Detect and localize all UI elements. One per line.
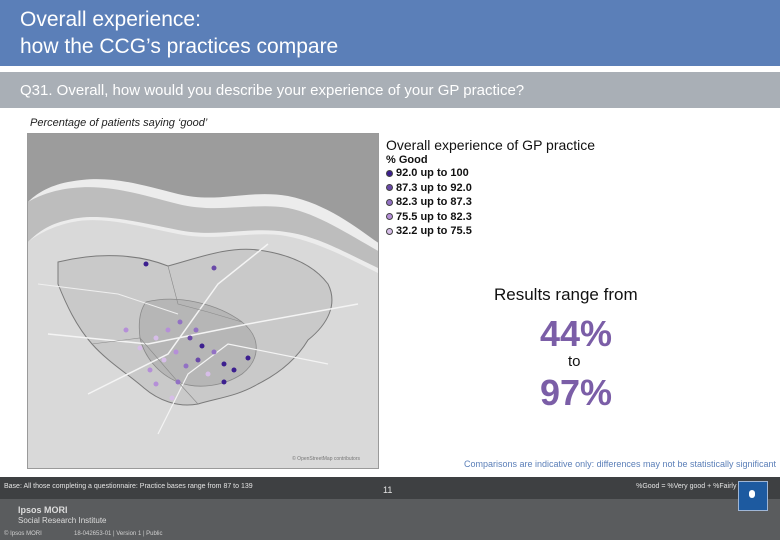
legend-swatch-icon — [386, 213, 393, 221]
ipsos-logo-icon — [738, 481, 768, 511]
slide-title-line1: Overall experience: — [20, 8, 201, 31]
brand-subtitle: Social Research Institute — [18, 516, 107, 525]
results-max-value: 97% — [540, 372, 613, 413]
results-min-value: 44% — [540, 313, 613, 354]
legend-item: 87.3 up to 92.0 — [386, 181, 595, 196]
footer-base-bar: Base: All those completing a questionnai… — [0, 477, 780, 499]
legend-item-label: 82.3 up to 87.3 — [396, 196, 472, 209]
map-legend: Overall experience of GP practice % Good… — [386, 137, 595, 239]
question-bar: Q31. Overall, how would you describe you… — [0, 72, 780, 108]
slide-title-line2: how the CCG’s practices compare — [20, 35, 339, 58]
legend-item: 82.3 up to 87.3 — [386, 195, 595, 210]
legend-item-label: 75.5 up to 82.3 — [396, 210, 472, 223]
slide-title: Overall experience: how the CCG’s practi… — [20, 6, 338, 60]
comparisons-note: Comparisons are indicative only: differe… — [464, 459, 776, 469]
legend-item: 32.2 up to 75.5 — [386, 224, 595, 239]
legend-swatch-icon — [386, 169, 393, 177]
results-to-label: to — [568, 353, 581, 370]
legend-title: Overall experience of GP practice — [386, 137, 596, 153]
legend-swatch-icon — [386, 227, 393, 235]
legend-item: 75.5 up to 82.3 — [386, 210, 595, 225]
brand-name: Ipsos MORI — [18, 505, 68, 515]
results-range-label: Results range from — [494, 285, 638, 304]
page-number: 11 — [383, 485, 393, 495]
base-note: Base: All those completing a questionnai… — [4, 483, 253, 490]
slide-footer: Base: All those completing a questionnai… — [0, 477, 780, 540]
brand-logo-text: Ipsos MORI Social Research Institute — [18, 505, 107, 525]
practice-map[interactable]: © OpenStreetMap contributors — [27, 133, 379, 469]
map-credit: © OpenStreetMap contributors — [292, 456, 360, 462]
good-definition: %Good = %Very good + %Fairly good — [636, 483, 754, 490]
legend-subtitle: % Good — [386, 154, 428, 166]
job-reference: 18-042653-01 | Version 1 | Public — [74, 531, 163, 537]
legend-swatch-icon — [386, 184, 393, 192]
legend-item-label: 92.0 up to 100 — [396, 167, 469, 180]
map-graphic — [28, 134, 378, 468]
legend-item: 92.0 up to 100 — [386, 166, 595, 181]
map-subtitle: Percentage of patients saying ‘good’ — [30, 117, 208, 129]
copyright: © Ipsos MORI — [4, 531, 42, 537]
legend-item-label: 32.2 up to 75.5 — [396, 225, 472, 238]
slide-header: Overall experience: how the CCG’s practi… — [0, 0, 780, 66]
question-text: Q31. Overall, how would you describe you… — [20, 82, 525, 99]
legend-swatch-icon — [386, 198, 393, 206]
legend-item-label: 87.3 up to 92.0 — [396, 181, 472, 194]
